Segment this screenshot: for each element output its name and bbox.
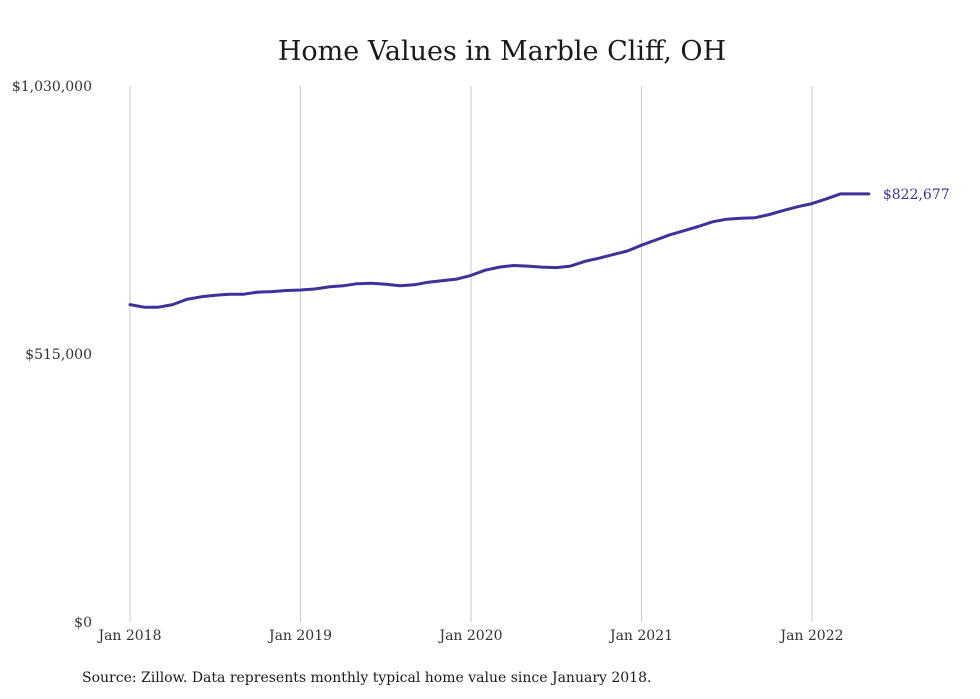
series-line <box>128 192 871 309</box>
x-tick-label: Jan 2018 <box>96 628 161 644</box>
y-tick-label: $515,000 <box>25 347 92 363</box>
x-tick-label: Jan 2022 <box>778 628 843 644</box>
x-tick-label: Jan 2021 <box>608 628 673 644</box>
y-tick-label: $1,030,000 <box>12 79 92 95</box>
x-tick-label: Jan 2020 <box>437 628 502 644</box>
end-value-label: $822,677 <box>883 187 950 203</box>
chart-title: Home Values in Marble Cliff, OH <box>278 36 726 67</box>
y-tick-label: $0 <box>74 615 92 631</box>
gridlines <box>129 86 813 622</box>
series-layer: $822,677 <box>128 187 950 309</box>
y-axis-tick-labels: $0 $515,000 $1,030,000 <box>12 79 92 631</box>
source-note: Source: Zillow. Data represents monthly … <box>82 670 651 686</box>
x-axis-tick-labels: Jan 2018 Jan 2019 Jan 2020 Jan 2021 Jan 2022 <box>96 628 843 644</box>
x-tick-label: Jan 2019 <box>267 628 332 644</box>
